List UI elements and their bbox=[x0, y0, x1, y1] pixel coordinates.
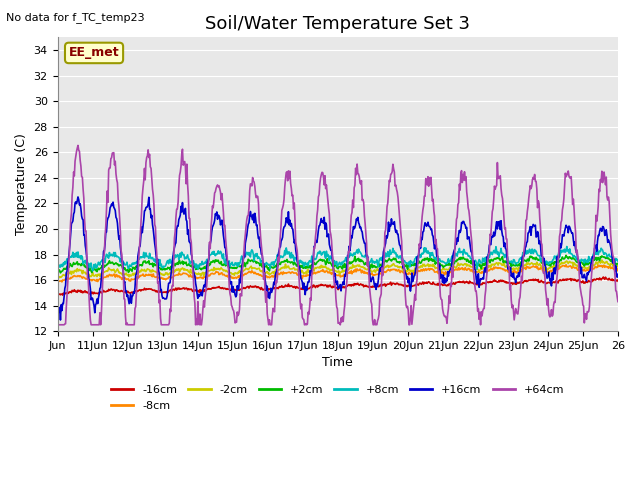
+16cm bbox=[273, 268, 280, 274]
Line: -2cm: -2cm bbox=[58, 260, 618, 277]
Text: No data for f_TC_temp23: No data for f_TC_temp23 bbox=[6, 12, 145, 23]
+8cm bbox=[563, 244, 571, 250]
+2cm bbox=[251, 258, 259, 264]
+8cm bbox=[614, 258, 622, 264]
+16cm bbox=[429, 232, 436, 238]
-2cm bbox=[272, 267, 280, 273]
Line: +64cm: +64cm bbox=[58, 145, 618, 325]
-2cm bbox=[614, 263, 622, 268]
+8cm bbox=[396, 253, 404, 259]
+2cm bbox=[54, 269, 61, 275]
-2cm bbox=[251, 265, 259, 271]
+64cm bbox=[428, 185, 435, 191]
+64cm bbox=[74, 143, 82, 148]
+16cm bbox=[56, 317, 64, 323]
X-axis label: Time: Time bbox=[323, 357, 353, 370]
+64cm bbox=[223, 252, 231, 258]
Legend: -16cm, -8cm, -2cm, +2cm, +8cm, +16cm, +64cm: -16cm, -8cm, -2cm, +2cm, +8cm, +16cm, +6… bbox=[107, 381, 569, 415]
+64cm bbox=[272, 278, 280, 284]
+16cm bbox=[614, 271, 622, 277]
-16cm bbox=[120, 289, 128, 295]
+2cm bbox=[396, 259, 404, 264]
Line: -16cm: -16cm bbox=[58, 277, 618, 295]
+8cm bbox=[223, 262, 231, 267]
+64cm bbox=[614, 299, 622, 304]
+16cm bbox=[54, 304, 61, 310]
-8cm bbox=[428, 266, 435, 272]
-16cm bbox=[54, 290, 61, 296]
+64cm bbox=[54, 322, 61, 328]
-2cm bbox=[56, 275, 63, 280]
-8cm bbox=[120, 275, 128, 281]
+16cm bbox=[224, 258, 232, 264]
+8cm bbox=[272, 257, 280, 263]
+2cm bbox=[120, 267, 128, 273]
+2cm bbox=[428, 256, 435, 262]
+16cm bbox=[397, 246, 404, 252]
Text: EE_met: EE_met bbox=[68, 47, 120, 60]
-16cm bbox=[600, 274, 607, 280]
-8cm bbox=[223, 272, 231, 278]
-16cm bbox=[59, 292, 67, 298]
-2cm bbox=[54, 274, 61, 279]
-16cm bbox=[396, 282, 404, 288]
+8cm bbox=[120, 260, 128, 266]
-16cm bbox=[272, 286, 280, 291]
Y-axis label: Temperature (C): Temperature (C) bbox=[15, 133, 28, 235]
+2cm bbox=[223, 263, 231, 268]
+16cm bbox=[121, 279, 129, 285]
-2cm bbox=[428, 263, 435, 268]
-8cm bbox=[396, 270, 404, 276]
-16cm bbox=[614, 278, 622, 284]
Line: +8cm: +8cm bbox=[58, 247, 618, 271]
Line: +2cm: +2cm bbox=[58, 255, 618, 273]
+16cm bbox=[74, 194, 82, 200]
+8cm bbox=[251, 253, 259, 259]
-2cm bbox=[396, 264, 404, 270]
Title: Soil/Water Temperature Set 3: Soil/Water Temperature Set 3 bbox=[205, 15, 470, 33]
+2cm bbox=[614, 261, 622, 266]
+64cm bbox=[251, 183, 259, 189]
-2cm bbox=[120, 271, 128, 277]
-16cm bbox=[428, 281, 435, 287]
+64cm bbox=[396, 221, 404, 227]
+8cm bbox=[428, 252, 435, 258]
-8cm bbox=[251, 269, 259, 275]
Line: -8cm: -8cm bbox=[58, 265, 618, 282]
-8cm bbox=[272, 274, 280, 280]
+64cm bbox=[120, 296, 128, 302]
+8cm bbox=[89, 268, 97, 274]
-2cm bbox=[223, 269, 231, 275]
Line: +16cm: +16cm bbox=[58, 197, 618, 320]
-16cm bbox=[251, 284, 259, 290]
+2cm bbox=[272, 263, 280, 268]
+8cm bbox=[54, 264, 61, 270]
+16cm bbox=[252, 215, 259, 221]
+2cm bbox=[562, 252, 570, 258]
-2cm bbox=[598, 257, 605, 263]
-16cm bbox=[223, 286, 231, 291]
-8cm bbox=[562, 262, 570, 268]
-8cm bbox=[54, 279, 62, 285]
+2cm bbox=[56, 270, 64, 276]
-8cm bbox=[54, 279, 61, 285]
-8cm bbox=[614, 266, 622, 272]
